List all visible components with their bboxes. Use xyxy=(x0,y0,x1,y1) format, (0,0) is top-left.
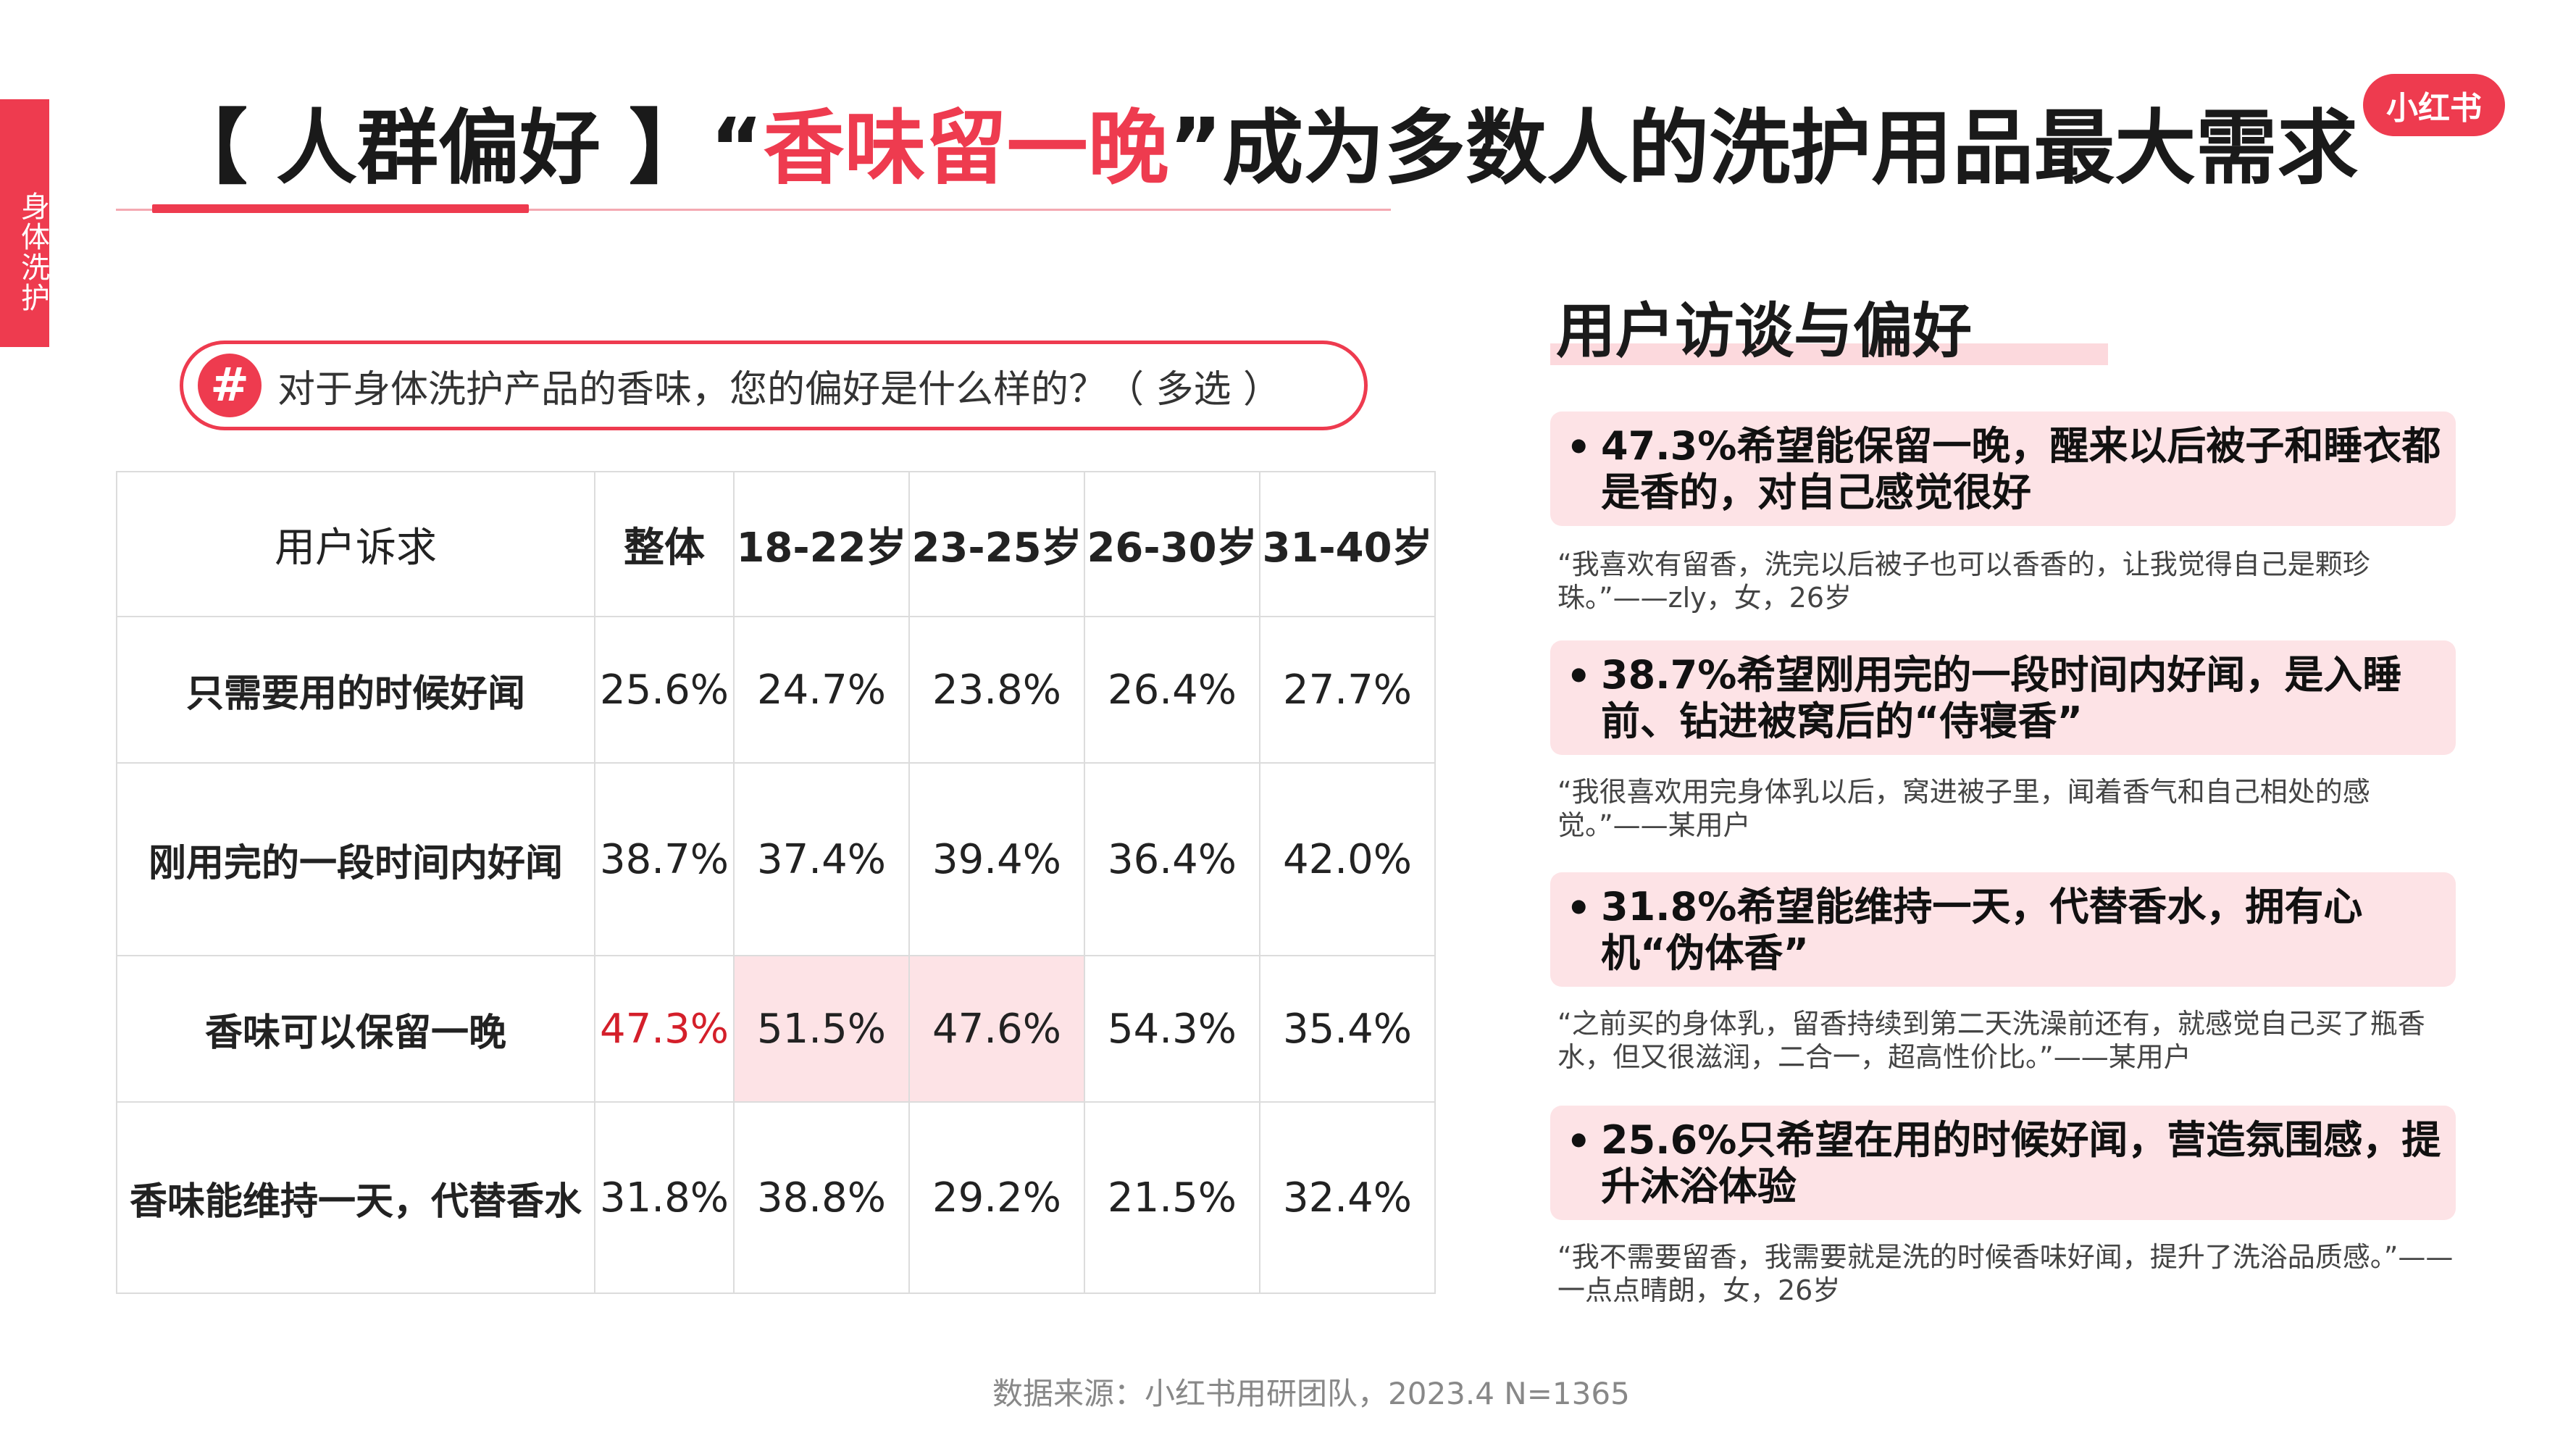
preference-table: 用户诉求 整体 18-22岁 23-25岁 26-30岁 31-40岁 只需要用… xyxy=(116,471,1436,1294)
table-row: 刚用完的一段时间内好闻 38.7% 37.4% 39.4% 36.4% 42.0… xyxy=(116,762,1436,956)
bullet-icon: • xyxy=(1566,1119,1592,1164)
question-text: 对于身体洗护产品的香味，您的偏好是什么样的？（ 多选 ） xyxy=(277,367,1281,412)
section-tab: 身体洗护 xyxy=(0,99,49,347)
table-cell: 35.4% xyxy=(1259,955,1436,1103)
finding-text: 25.6%只希望在用的时候好闻，营造氛围感，提升沐浴体验 xyxy=(1601,1117,2441,1209)
finding-card: • 38.7%希望刚用完的一段时间内好闻，是入睡前、钻进被窝后的“侍寝香” xyxy=(1550,640,2456,755)
column-header: 26-30岁 xyxy=(1084,471,1260,617)
brand-logo: 小红书 xyxy=(2363,74,2505,136)
column-header: 18-22岁 xyxy=(733,471,910,617)
interview-quote: “之前买的身体乳，留香持续到第二天洗澡前还有，就感觉自己买了瓶香水，但又很滋润，… xyxy=(1557,1008,2425,1073)
table-cell: 31.8% xyxy=(594,1101,735,1294)
row-label: 只需要用的时候好闻 xyxy=(116,616,595,764)
table-row: 只需要用的时候好闻 25.6% 24.7% 23.8% 26.4% 27.7% xyxy=(116,616,1436,764)
finding-card: • 25.6%只希望在用的时候好闻，营造氛围感，提升沐浴体验 xyxy=(1550,1106,2456,1220)
table-cell: 38.7% xyxy=(594,762,735,956)
table-cell: 47.3% xyxy=(594,955,735,1103)
table-cell: 39.4% xyxy=(908,762,1085,956)
page-title: 【 人群偏好 】“香味留一晚”成为多数人的洗护用品最大需求 xyxy=(167,101,2358,196)
table-cell: 54.3% xyxy=(1084,955,1260,1103)
interview-section-title: 用户访谈与偏好 xyxy=(1556,297,1973,366)
interview-title-underline xyxy=(1550,343,2108,365)
table-header-row: 用户诉求 整体 18-22岁 23-25岁 26-30岁 31-40岁 xyxy=(116,471,1436,617)
column-header: 整体 xyxy=(594,471,735,617)
question-banner: # 对于身体洗护产品的香味，您的偏好是什么样的？（ 多选 ） xyxy=(180,341,1368,430)
table-cell: 26.4% xyxy=(1084,616,1260,764)
row-label: 香味可以保留一晚 xyxy=(116,955,595,1103)
interview-quote: “我很喜欢用完身体乳以后，窝进被子里，闻着香气和自己相处的感觉。”——某用户 xyxy=(1557,776,2370,841)
column-header: 23-25岁 xyxy=(908,471,1085,617)
finding-text: 38.7%希望刚用完的一段时间内好闻，是入睡前、钻进被窝后的“侍寝香” xyxy=(1601,652,2402,744)
table-cell: 21.5% xyxy=(1084,1101,1260,1294)
row-label: 刚用完的一段时间内好闻 xyxy=(116,762,595,956)
table-cell: 27.7% xyxy=(1259,616,1436,764)
finding-text: 31.8%希望能维持一天，代替香水，拥有心机“伪体香” xyxy=(1601,884,2363,976)
table-cell: 23.8% xyxy=(908,616,1085,764)
table-cell: 37.4% xyxy=(733,762,910,956)
bullet-icon: • xyxy=(1566,885,1592,931)
data-source-note: 数据来源：小红书用研团队，2023.4 N=1365 xyxy=(992,1376,1630,1411)
finding-card: • 47.3%希望能保留一晚，醒来以后被子和睡衣都是香的，对自己感觉很好 xyxy=(1550,412,2456,526)
column-header: 31-40岁 xyxy=(1259,471,1436,617)
title-prefix: 【 人群偏好 】“ xyxy=(167,101,764,196)
table-row: 香味能维持一天，代替香水 31.8% 38.8% 29.2% 21.5% 32.… xyxy=(116,1101,1436,1294)
title-divider xyxy=(116,209,1391,211)
finding-card: • 31.8%希望能维持一天，代替香水，拥有心机“伪体香” xyxy=(1550,872,2456,987)
column-header: 用户诉求 xyxy=(116,471,595,617)
table-cell: 24.7% xyxy=(733,616,910,764)
table-cell: 32.4% xyxy=(1259,1101,1436,1294)
bullet-icon: • xyxy=(1566,425,1592,470)
finding-text: 47.3%希望能保留一晚，醒来以后被子和睡衣都是香的，对自己感觉很好 xyxy=(1601,423,2441,515)
row-label: 香味能维持一天，代替香水 xyxy=(116,1101,595,1294)
interview-quote: “我不需要留香，我需要就是洗的时候香味好闻，提升了洗浴品质感。”——一点点晴朗，… xyxy=(1557,1241,2454,1306)
bullet-icon: • xyxy=(1566,653,1592,699)
table-cell: 29.2% xyxy=(908,1101,1085,1294)
title-suffix: ”成为多数人的洗护用品最大需求 xyxy=(1168,101,2359,196)
table-cell: 42.0% xyxy=(1259,762,1436,956)
table-cell: 47.6% xyxy=(908,955,1085,1103)
table-cell: 25.6% xyxy=(594,616,735,764)
table-cell: 36.4% xyxy=(1084,762,1260,956)
table-cell: 38.8% xyxy=(733,1101,910,1294)
table-row: 香味可以保留一晚 47.3% 51.5% 47.6% 54.3% 35.4% xyxy=(116,955,1436,1103)
interview-quote: “我喜欢有留香，洗完以后被子也可以香香的，让我觉得自己是颗珍珠。”——zly，女… xyxy=(1557,548,2370,614)
title-highlight: 香味留一晚 xyxy=(763,101,1169,196)
title-accent-bar xyxy=(152,204,529,213)
table-cell: 51.5% xyxy=(733,955,910,1103)
hashtag-icon: # xyxy=(198,354,262,417)
